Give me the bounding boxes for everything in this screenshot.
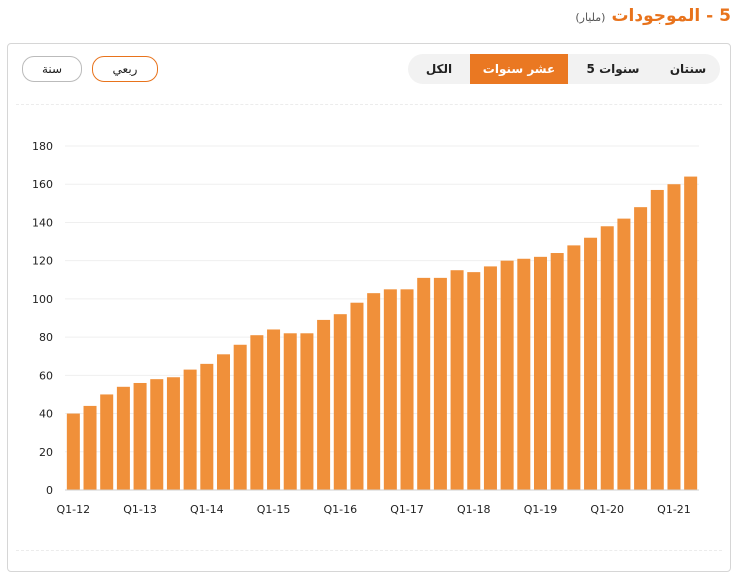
x-tick-label: Q1-15 [257, 503, 291, 516]
bar-Q3-13[interactable] [166, 377, 180, 490]
bottom-divider [16, 550, 722, 551]
tab-two-years[interactable]: سنتان [669, 62, 707, 76]
y-tick-label: 0 [46, 484, 53, 497]
bar-Q1-17[interactable] [400, 289, 414, 490]
tab-five-years[interactable]: 5 سنوات [586, 62, 640, 76]
bar-Q2-20[interactable] [617, 218, 631, 490]
section-title: 5 - الموجودات [611, 6, 731, 26]
bar-Q2-13[interactable] [150, 379, 164, 490]
x-axis: Q1-12 Q1-13 Q1-14 Q1-15 Q1-16 Q1-17 Q1-18 Q1-19… [57, 489, 699, 516]
y-axis: 0 20 40 60 80 100 120 140 160 180 [32, 140, 53, 497]
tab-all[interactable]: الكل [425, 62, 453, 76]
x-tick-label: Q1-19 [524, 503, 558, 516]
y-tick-label: 100 [32, 293, 53, 306]
bar-Q1-15[interactable] [267, 329, 281, 490]
bar-Q2-17[interactable] [417, 277, 431, 490]
bar-Q4-12[interactable] [116, 386, 130, 490]
bar-Q4-17[interactable] [450, 270, 464, 490]
bar-Q4-19[interactable] [584, 237, 598, 490]
x-tick-label: Q1-13 [123, 503, 157, 516]
bar-Q3-14[interactable] [233, 344, 247, 490]
range-tabs: سنتان 5 سنوات عشر سنوات الكل [408, 54, 720, 84]
y-tick-label: 160 [32, 178, 53, 191]
bar-Q4-14[interactable] [250, 335, 264, 490]
bar-Q3-12[interactable] [100, 394, 114, 490]
bar-Q2-21[interactable] [684, 176, 698, 490]
bar-Q2-15[interactable] [283, 333, 297, 490]
x-tick-label: Q1-17 [390, 503, 424, 516]
y-tick-label: 80 [39, 331, 53, 344]
bar-Q4-13[interactable] [183, 369, 197, 490]
bar-Q2-14[interactable] [216, 354, 230, 490]
top-divider [16, 104, 722, 105]
bar-Q3-15[interactable] [300, 333, 314, 490]
bar-Q4-18[interactable] [517, 258, 531, 490]
bar-Q1-13[interactable] [133, 382, 147, 490]
y-tick-label: 180 [32, 140, 53, 153]
bar-Q4-20[interactable] [650, 189, 664, 490]
x-tick-label: Q1-16 [323, 503, 357, 516]
x-tick-label: Q1-20 [590, 503, 624, 516]
y-tick-label: 60 [39, 369, 53, 382]
unit-label: (مليار) [575, 11, 606, 24]
bar-Q2-16[interactable] [350, 302, 364, 490]
bar-Q1-14[interactable] [200, 363, 214, 490]
bar-Q1-19[interactable] [533, 256, 547, 490]
y-tick-label: 40 [39, 408, 53, 421]
y-tick-label: 140 [32, 216, 53, 229]
x-tick-label: Q1-12 [57, 503, 91, 516]
y-tick-label: 20 [39, 446, 53, 459]
bar-Q4-16[interactable] [383, 289, 397, 490]
bar-Q1-20[interactable] [600, 226, 614, 490]
bar-Q3-16[interactable] [367, 293, 381, 490]
y-tick-label: 120 [32, 255, 53, 268]
bar-Q2-18[interactable] [483, 266, 497, 490]
quarterly-toggle[interactable]: ربعي [92, 56, 158, 82]
chart-card: سنتان 5 سنوات عشر سنوات الكل ربعي سنة 0 2… [7, 43, 731, 572]
bar-Q3-19[interactable] [567, 245, 581, 490]
tab-ten-years[interactable]: عشر سنوات [470, 54, 568, 84]
bar-Q3-20[interactable] [634, 207, 648, 490]
bar-Q3-18[interactable] [500, 260, 514, 490]
bar-Q1-18[interactable] [467, 272, 481, 490]
x-tick-label: Q1-18 [457, 503, 491, 516]
bar-Q1-16[interactable] [333, 314, 347, 490]
x-tick-label: Q1-21 [657, 503, 691, 516]
bar-Q2-19[interactable] [550, 253, 564, 490]
bar-chart: 0 20 40 60 80 100 120 140 160 180 Q1-12 Q1-13 Q1-14… [32, 140, 699, 516]
section-header: 5 - الموجودات (مليار) [575, 6, 731, 26]
bar-Q1-12[interactable] [66, 413, 80, 490]
annual-toggle[interactable]: سنة [22, 56, 82, 82]
bars [66, 176, 698, 490]
bar-Q1-21[interactable] [667, 184, 681, 490]
bar-Q2-12[interactable] [83, 405, 97, 490]
x-tick-label: Q1-14 [190, 503, 224, 516]
bar-Q3-17[interactable] [433, 277, 447, 490]
bar-Q4-15[interactable] [317, 319, 331, 490]
